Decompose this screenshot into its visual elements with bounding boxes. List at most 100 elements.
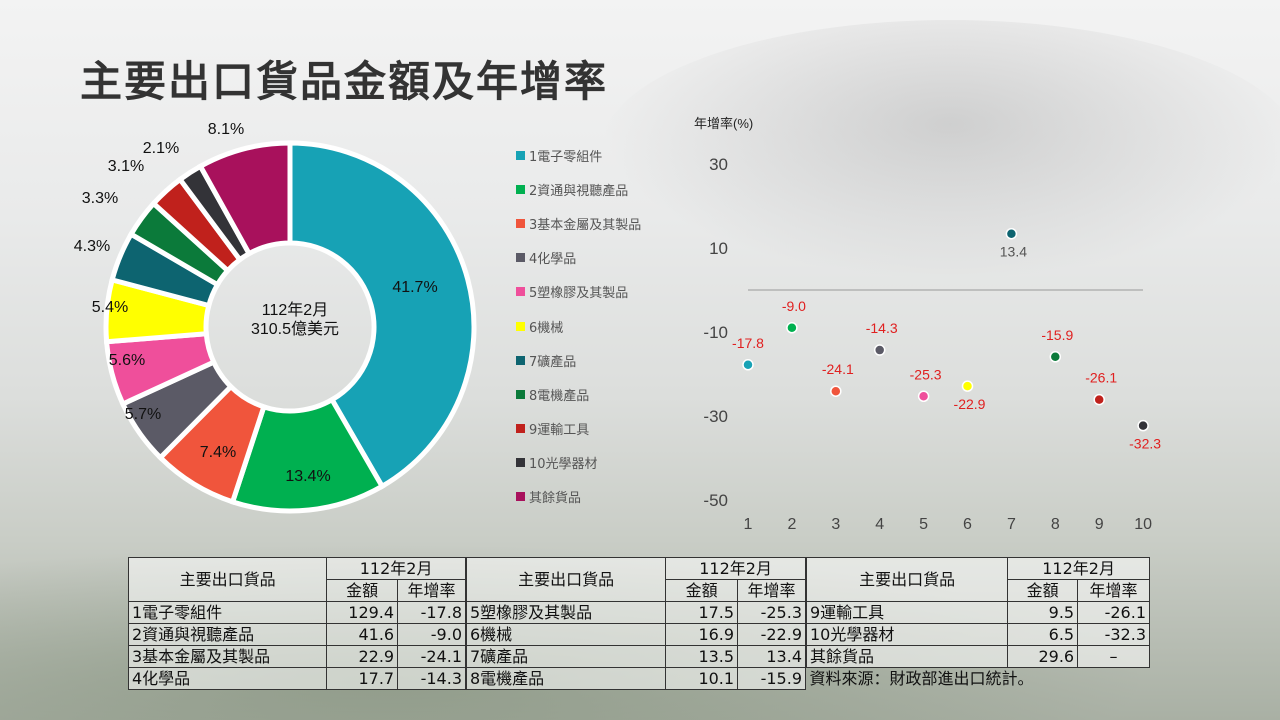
page-title: 主要出口貨品金額及年增率 (80, 57, 609, 106)
product-name: 5塑橡膠及其製品 (465, 601, 667, 624)
product-name: 8電機產品 (465, 667, 667, 690)
pie-data-label: 3.1% (108, 158, 144, 175)
scatter-point (786, 322, 798, 334)
rate-value: -25.3 (737, 601, 806, 624)
amount-value: 129.4 (326, 601, 399, 624)
amount-value: 17.7 (326, 667, 399, 690)
y-tick-label: 10 (709, 239, 728, 258)
rate-value: – (1077, 645, 1150, 668)
scatter-data-label: -15.9 (1041, 327, 1073, 343)
amount-value: 9.5 (1007, 601, 1079, 624)
table-row: 4化學品 17.7 -14.3 (127, 667, 466, 690)
product-name: 7礦產品 (465, 645, 667, 668)
legend-label: 3基本金屬及其製品 (529, 217, 642, 233)
scatter-point (742, 359, 754, 371)
header-product: 主要出口貨品 (465, 557, 667, 602)
pie-data-label: 5.4% (92, 299, 128, 316)
scatter-data-label: -22.9 (954, 396, 986, 412)
amount-value: 17.5 (665, 601, 739, 624)
legend-swatch (516, 424, 525, 434)
legend-swatch (516, 492, 525, 502)
pie-legend: 1電子零組件 2資通與視聽產品 3基本金屬及其製品 4化學品 5塑橡膠及其製品 6機械 7礦… (516, 138, 641, 514)
pie-data-label: 3.3% (82, 190, 118, 207)
scatter-point (830, 385, 842, 397)
export-table-2: 主要出口貨品 112年2月 金額 年增率 5塑橡膠及其製品 17.5 -25.3 6機械 16… (465, 557, 806, 690)
table-row: 10光學器材 6.5 -32.3 (805, 623, 1150, 646)
legend-label: 2資通與視聽產品 (529, 183, 629, 199)
table-row: 8電機產品 10.1 -15.9 (465, 667, 806, 690)
y-tick-label: -10 (703, 323, 728, 342)
y-tick-label: -50 (703, 491, 728, 510)
amount-value: 10.1 (665, 667, 739, 690)
pie-data-label: 4.3% (74, 238, 110, 255)
rate-value: -26.1 (1077, 601, 1150, 624)
x-tick-label: 8 (1051, 516, 1060, 533)
product-name: 3基本金屬及其製品 (127, 645, 328, 668)
legend-swatch (516, 253, 525, 263)
rate-value: -22.9 (737, 623, 806, 646)
product-name: 10光學器材 (805, 623, 1009, 646)
scatter-data-label: -24.1 (822, 361, 854, 377)
header-rate: 年增率 (1077, 579, 1150, 602)
legend-label: 6機械 (529, 320, 564, 336)
table-row: 7礦產品 13.5 13.4 (465, 645, 806, 668)
amount-value: 29.6 (1007, 645, 1079, 668)
header-rate: 年增率 (397, 579, 466, 602)
header-product: 主要出口貨品 (805, 557, 1009, 602)
rate-value: -9.0 (397, 623, 466, 646)
header-period: 112年2月 (1007, 557, 1150, 580)
legend-item: 其餘貨品 (516, 480, 641, 514)
scatter-data-label: 13.4 (1000, 244, 1027, 260)
legend-item: 4化學品 (516, 241, 641, 275)
product-name: 4化學品 (127, 667, 328, 690)
x-tick-label: 6 (963, 516, 972, 533)
legend-item: 1電子零組件 (516, 138, 641, 172)
rate-value: 13.4 (737, 645, 806, 668)
legend-label: 7礦產品 (529, 354, 577, 370)
product-name: 2資通與視聽產品 (127, 623, 328, 646)
amount-value: 22.9 (326, 645, 399, 668)
pie-data-label: 41.7% (392, 279, 437, 296)
table-row: 2資通與視聽產品 41.6 -9.0 (127, 623, 466, 646)
legend-label: 5塑橡膠及其製品 (529, 286, 629, 302)
product-name: 1電子零組件 (127, 601, 328, 624)
header-product: 主要出口貨品 (127, 557, 328, 602)
legend-swatch (516, 355, 525, 365)
rate-value: -24.1 (397, 645, 466, 668)
table-row: 9運輸工具 9.5 -26.1 (805, 601, 1150, 624)
x-tick-label: 10 (1134, 516, 1152, 533)
header-rate: 年增率 (737, 579, 806, 602)
legend-label: 10光學器材 (529, 457, 598, 473)
scatter-data-label: -9.0 (782, 298, 806, 314)
header-amount: 金額 (326, 579, 399, 602)
scatter-data-label: -32.3 (1129, 436, 1161, 452)
legend-label: 1電子零組件 (529, 149, 603, 165)
legend-swatch (516, 218, 525, 228)
amount-value: 16.9 (665, 623, 739, 646)
legend-swatch (516, 321, 525, 331)
x-tick-label: 5 (919, 516, 928, 533)
scatter-data-label: -25.3 (910, 366, 942, 382)
scatter-point (1093, 393, 1105, 406)
legend-item: 7礦產品 (516, 343, 641, 377)
rate-value: -15.9 (737, 667, 806, 690)
x-tick-label: 4 (875, 516, 884, 533)
product-name: 其餘貨品 (805, 645, 1009, 668)
pie-data-label: 7.4% (200, 444, 236, 461)
table-row: 其餘貨品 29.6– (805, 645, 1150, 668)
rate-value: -17.8 (397, 601, 466, 624)
scatter-point (873, 344, 886, 356)
table-row: 6機械 16.9 -22.9 (465, 623, 806, 646)
scatter-point (961, 380, 974, 392)
pie-data-label: 2.1% (143, 140, 179, 157)
scatter-data-label: -17.8 (732, 335, 764, 351)
background-mountain (600, 20, 1280, 280)
legend-item: 8電機產品 (516, 377, 641, 411)
x-tick-label: 3 (831, 516, 840, 533)
pie-data-label: 8.1% (208, 121, 244, 138)
legend-item: 6機械 (516, 309, 641, 343)
pie-slice (197, 140, 293, 258)
x-tick-label: 7 (1007, 516, 1016, 533)
pie-slice (287, 140, 477, 490)
